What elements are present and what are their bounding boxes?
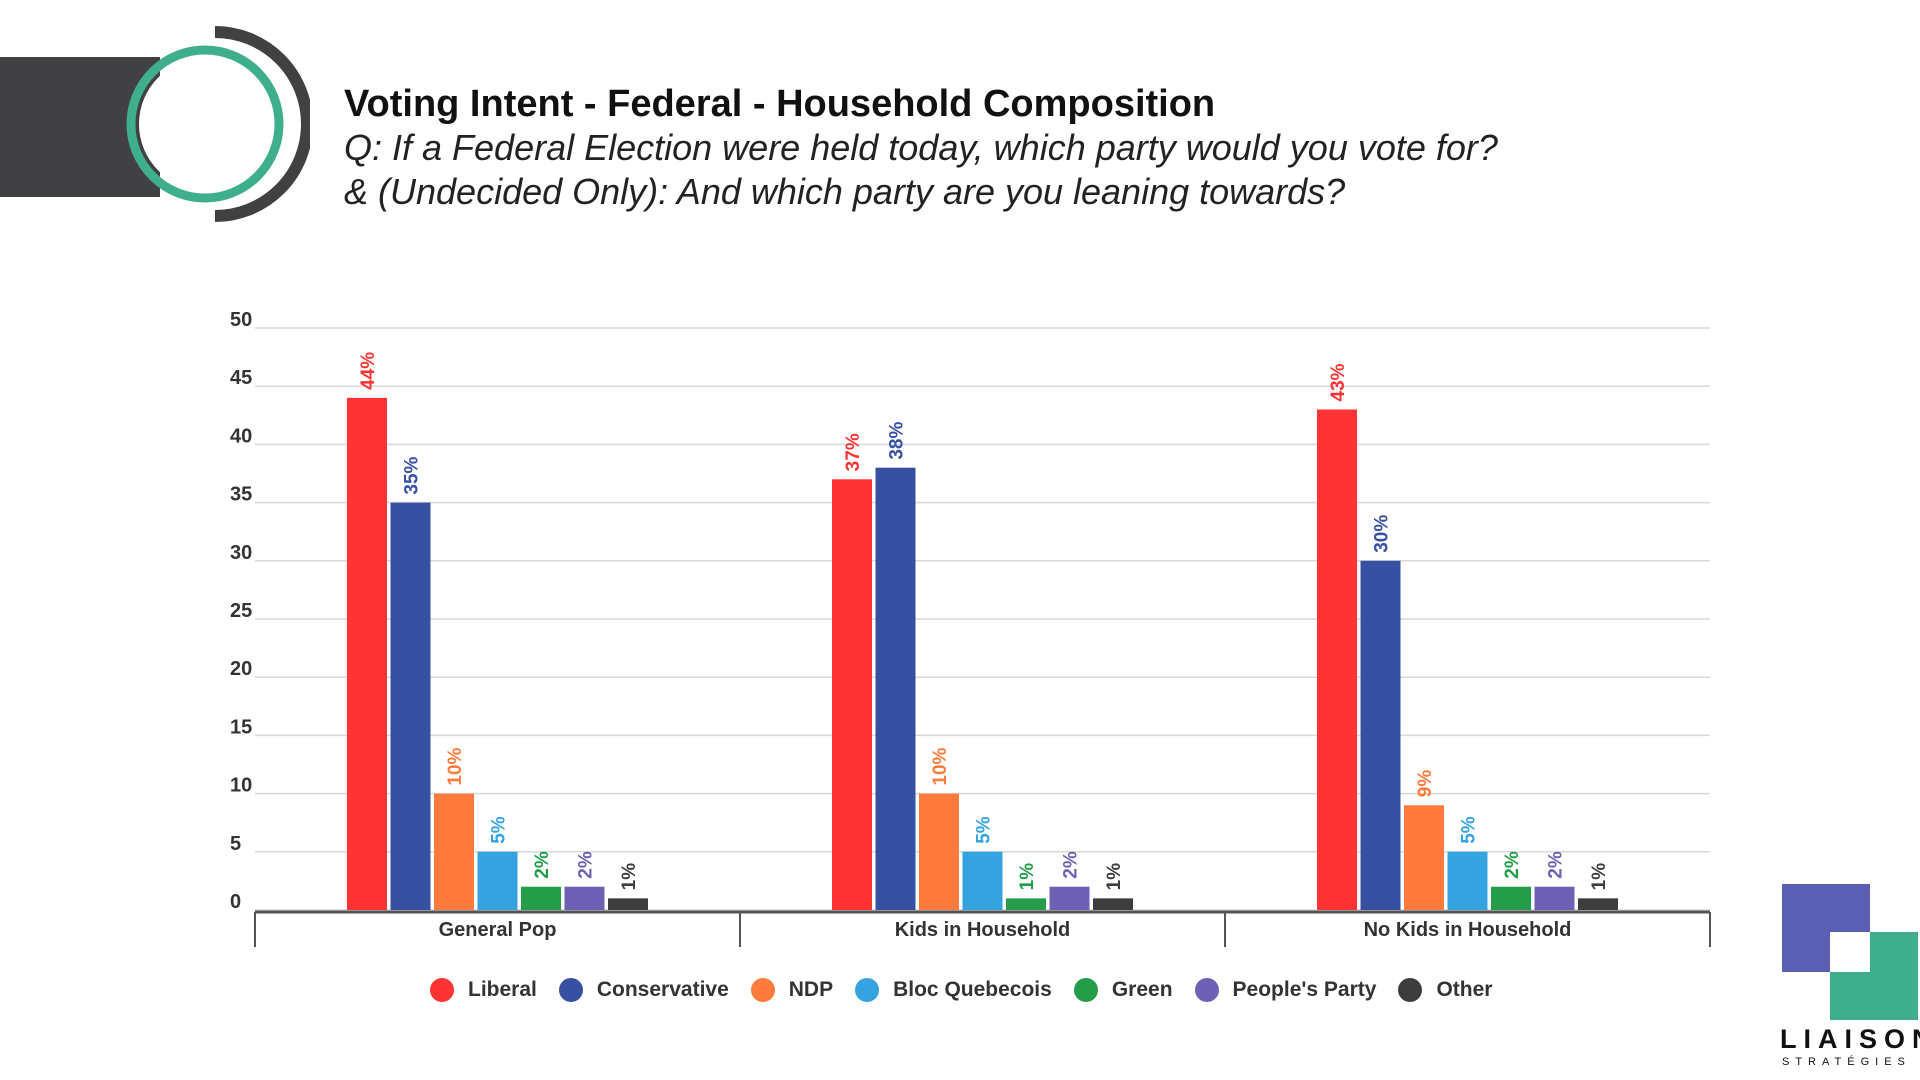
data-label: 1% [1104,863,1125,891]
bar [434,793,474,910]
legend-marker-icon [430,978,454,1002]
legend-item: Green [1073,978,1173,1002]
data-label: 10% [930,747,951,785]
title-block: Voting Intent - Federal - Household Comp… [344,82,1644,214]
data-label: 2% [1546,851,1567,879]
legend-marker-icon [750,978,775,1002]
data-label: 9% [1415,770,1436,798]
legend-label: Other [1436,978,1493,1001]
ring-dark-arc [214,26,310,222]
y-tick-label: 25 [230,600,252,622]
y-tick-label: 20 [230,658,252,680]
bar [564,886,605,910]
ring-logo-icon [126,26,310,222]
legend-item: People's Party [1194,978,1377,1002]
y-tick-label: 40 [230,425,252,447]
data-label: 1% [1017,863,1038,891]
legend-marker-icon [1398,978,1423,1002]
chart-question-followup: & (Undecided Only): And which party are … [344,171,1346,212]
bar [919,793,959,910]
data-label: 43% [1328,363,1349,401]
bar [832,479,872,910]
bar [1360,560,1401,910]
legend-label: Bloc Quebecois [893,978,1052,1001]
ring-outer-green [126,45,284,203]
y-tick-label: 10 [230,775,252,797]
data-label: 5% [974,816,995,844]
bar [477,851,518,910]
legend-label: Green [1111,978,1173,1001]
y-tick-label: 5 [230,833,241,855]
legend-item: Bloc Quebecois [855,978,1052,1002]
y-tick-label: 35 [230,484,252,506]
chart-title: Voting Intent - Federal - Household Comp… [344,83,1216,125]
legend-label: People's Party [1232,978,1377,1001]
chart-legend: Liberal Conservative NDP Bloc Quebecois Gree… [430,978,1514,1002]
bar [1049,886,1090,910]
x-category-label: No Kids in Household [1364,919,1572,941]
legend-item: NDP [750,978,834,1002]
data-label: 2% [1502,851,1523,879]
x-category-label: General Pop [439,919,557,941]
bar [1491,886,1531,910]
data-label: 1% [619,863,640,891]
legend-item: Other [1398,978,1492,1002]
data-label: 44% [358,352,379,390]
bar [347,397,387,911]
data-label: 2% [1061,851,1082,879]
y-tick-label: 50 [230,309,252,331]
data-label: 35% [402,456,423,494]
bar [962,851,1003,910]
data-label: 37% [843,433,864,471]
data-label: 5% [489,816,510,844]
bar [1447,851,1488,910]
legend-label: Liberal [468,978,537,1001]
data-label: 10% [445,747,466,785]
data-label: 30% [1372,515,1393,553]
y-tick-label: 15 [230,716,252,738]
y-tick-label: 45 [230,367,252,389]
data-label: 1% [1589,863,1610,891]
data-label: 2% [532,851,553,879]
ring-inner-fill [139,58,271,190]
logo-tagline: STRATÉGIES [1782,1056,1911,1068]
bar [521,886,561,910]
bar [1404,805,1444,910]
liaison-logo-icon [1782,884,1918,1020]
y-tick-label: 30 [230,542,252,564]
y-tick-label: 0 [230,891,241,913]
data-label: 5% [1459,816,1480,844]
legend-marker-icon [855,978,880,1002]
logo-overlap-square [1830,932,1870,972]
bar [1317,409,1357,910]
data-label: 38% [887,422,908,460]
bar [875,467,916,910]
bar [1093,898,1133,910]
bar [390,502,431,910]
legend-item: Liberal [430,978,537,1002]
legend-item: Conservative [558,978,729,1002]
logo-name: LIAISON [1780,1024,1920,1054]
bar [608,898,648,910]
data-label: 2% [576,851,597,879]
x-category-label: Kids in Household [895,919,1071,941]
chart-question: Q: If a Federal Election were held today… [344,127,1498,168]
bar [1006,898,1046,910]
legend-marker-icon [558,978,583,1002]
legend-marker-icon [1194,978,1219,1002]
bar [1534,886,1575,910]
legend-label: Conservative [596,978,729,1001]
legend-marker-icon [1073,978,1098,1002]
legend-label: NDP [788,978,834,1001]
bar [1578,898,1618,910]
